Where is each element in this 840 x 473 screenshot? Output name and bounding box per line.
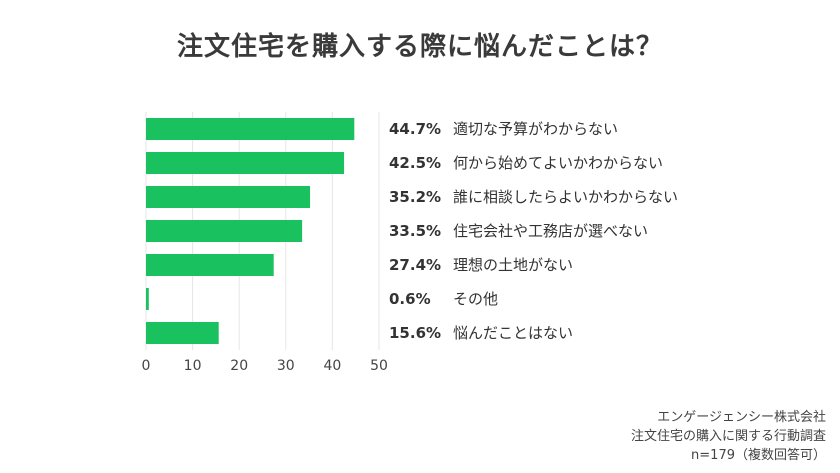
bar [146,186,311,208]
x-tick-label: 40 [323,358,341,374]
bar-value-label: 44.7% [389,120,441,138]
bar-value-label: 33.5% [389,222,441,240]
x-tick-label: 20 [230,358,248,374]
bar [146,254,274,276]
bar-category-label: 悩んだことはない [453,324,573,342]
source-note: エンゲージェンシー株式会社 注文住宅の購入に関する行動調査 n=179（複数回答… [631,408,826,465]
bar-category-label: 適切な予算がわからない [453,120,618,138]
bar-labels: 44.7% 適切な予算がわからない 42.5% 何から始めてよいかわからない 35.2%… [389,120,678,342]
bar-category-label: その他 [453,290,498,308]
bar-category-label: 何から始めてよいかわからない [453,154,663,172]
bar [146,322,219,344]
x-tick-labels: 0 10 20 30 40 50 [142,358,388,374]
bar-category-label: 誰に相談したらよいかわからない [453,188,678,206]
bar-value-label: 0.6% [389,290,431,308]
bar [146,220,303,242]
bar-value-label: 27.4% [389,256,441,274]
chart-title: 注文住宅を購入する際に悩んだことは？ [176,32,663,62]
bars [146,118,355,344]
source-sample: n=179（複数回答可） [691,448,826,463]
x-tick-label: 50 [370,358,388,374]
bar-category-label: 理想の土地がない [453,256,573,274]
bar [146,152,345,174]
x-tick-label: 10 [184,358,202,374]
source-company: エンゲージェンシー株式会社 [657,410,826,425]
bar-value-label: 42.5% [389,154,441,172]
bar-category-label: 住宅会社や工務店が選べない [453,222,648,240]
source-survey: 注文住宅の購入に関する行動調査 [630,429,826,444]
x-tick-label: 30 [277,358,295,374]
bar [146,118,355,140]
bar-value-label: 35.2% [389,188,441,206]
bar [146,288,149,310]
x-tick-label: 0 [142,358,151,374]
bar-value-label: 15.6% [389,324,441,342]
bar-chart: 0 10 20 30 40 50 44.7% 適切な予算がわからない 42.5% 何から始めてよ… [142,112,678,374]
